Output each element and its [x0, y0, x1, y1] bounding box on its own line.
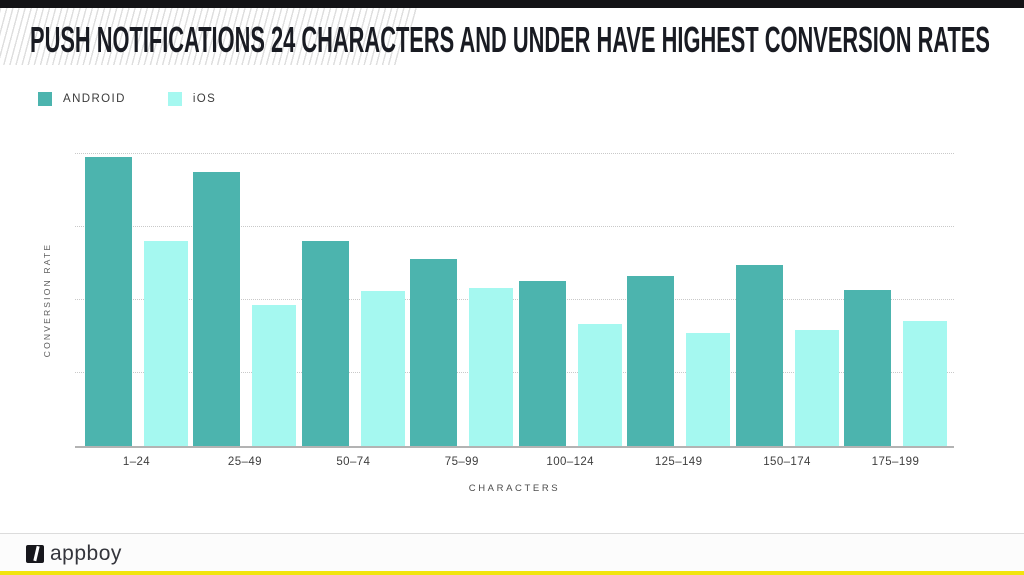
bar-ios-100–124 — [577, 324, 622, 446]
bar-group: 25–49 — [193, 144, 297, 468]
bar-android-75–99 — [410, 259, 458, 446]
bar-group: 75–99 — [410, 144, 514, 468]
bar-group: 100–124 — [518, 144, 622, 468]
x-tick-label: 150–174 — [763, 456, 811, 468]
bar-group: 1–24 — [85, 144, 188, 468]
legend-label: iOS — [192, 93, 217, 105]
x-axis-line — [75, 446, 954, 448]
x-tick-label: 175–199 — [871, 456, 920, 468]
footer: appboy — [0, 534, 1024, 571]
bar-android-100–124 — [518, 281, 566, 446]
bar-android-175–199 — [843, 289, 891, 446]
bar-ios-75–99 — [469, 288, 514, 446]
bar-android-50–74 — [301, 241, 349, 446]
bar-ios-1–24 — [144, 241, 188, 446]
legend-label: ANDROID — [63, 93, 126, 105]
gridline — [75, 226, 954, 228]
legend-swatch-android — [38, 92, 52, 106]
bars-container: 1–24 25–49 50–74 75–99 100–124 125–149 150–174… — [85, 144, 947, 468]
bar-ios-150–174 — [794, 330, 839, 446]
footer-divider — [0, 533, 1024, 534]
y-axis-label: CONVERSION RATE — [42, 242, 52, 358]
gridline — [75, 372, 954, 374]
chart-legend: ANDROID iOS — [38, 92, 216, 106]
bar-group: 125–149 — [627, 144, 731, 468]
x-tick-label: 125–149 — [654, 456, 703, 468]
bar-android-150–174 — [735, 265, 783, 446]
x-tick-label: 75–99 — [444, 456, 479, 468]
bottom-accent-bar — [0, 571, 1024, 575]
x-tick-label: 50–74 — [336, 456, 371, 468]
x-axis-label: CHARACTERS — [468, 483, 561, 494]
bar-ios-50–74 — [360, 291, 405, 446]
legend-item-ios: iOS — [167, 92, 217, 106]
legend-swatch-ios — [167, 92, 182, 106]
bar-ios-125–149 — [686, 332, 731, 446]
gridline — [75, 153, 954, 155]
x-tick-label: 25–49 — [227, 456, 262, 468]
brand-name: appboy — [50, 542, 122, 565]
bar-android-125–149 — [627, 276, 675, 446]
page-title: PUSH NOTIFICATIONS 24 CHARACTERS AND UND… — [30, 19, 991, 60]
appboy-logo: appboy — [26, 542, 122, 565]
gridline — [75, 299, 954, 301]
bar-android-1–24 — [85, 157, 132, 446]
top-black-bar — [0, 0, 1024, 8]
diagonal-hatch-decoration — [0, 8, 418, 65]
bar-ios-25–49 — [252, 305, 297, 446]
legend-item-android: ANDROID — [38, 92, 126, 106]
x-tick-label: 1–24 — [122, 456, 151, 468]
bar-group: 150–174 — [735, 144, 839, 468]
bar-group: 50–74 — [301, 144, 405, 468]
plot-area: 1–24 25–49 50–74 75–99 100–124 125–149 150–174… — [75, 144, 954, 468]
x-tick-label: 100–124 — [546, 456, 594, 468]
bar-android-25–49 — [193, 172, 241, 446]
bar-ios-175–199 — [902, 321, 947, 446]
appboy-slash-icon — [26, 544, 44, 563]
bar-group: 175–199 — [843, 144, 947, 468]
